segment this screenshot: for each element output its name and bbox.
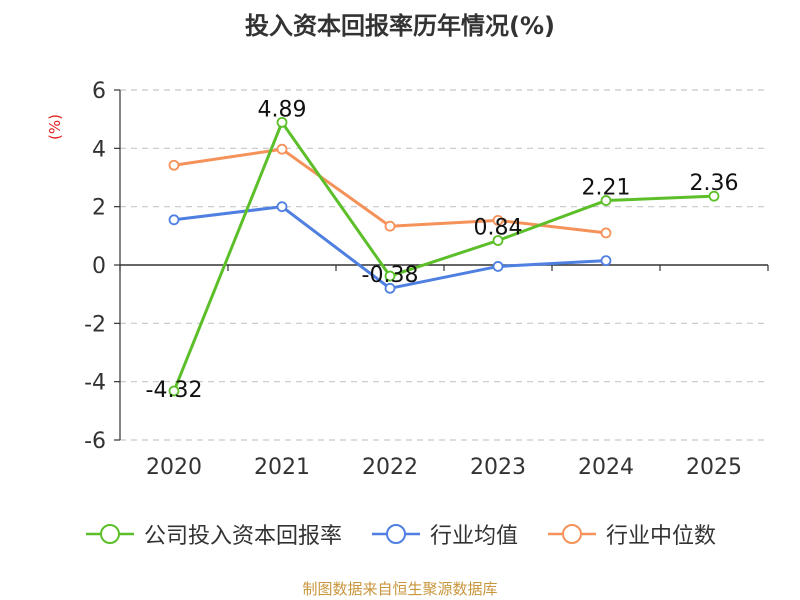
gridlines xyxy=(120,89,768,441)
legend-label: 行业中位数 xyxy=(606,524,717,549)
data-point[interactable] xyxy=(384,282,396,294)
y-axis-unit: (%) xyxy=(46,114,64,140)
x-tick-label: 2021 xyxy=(254,455,310,480)
data-label: -4.32 xyxy=(146,378,203,403)
chart-title: 投入资本回报率历年情况(%) xyxy=(245,12,555,40)
x-tick-label: 2020 xyxy=(146,455,202,480)
x-tick-label: 2022 xyxy=(362,455,418,480)
data-label: 2.36 xyxy=(690,171,739,196)
data-point[interactable] xyxy=(276,143,288,155)
legend-line-icon xyxy=(548,524,596,544)
data-point[interactable] xyxy=(384,270,396,282)
data-point[interactable] xyxy=(276,201,288,213)
x-tick-label: 2025 xyxy=(686,455,742,480)
y-tick-label: -6 xyxy=(84,429,106,454)
legend-item-company[interactable]: 公司投入资本回报率 xyxy=(84,518,342,550)
x-tick-label: 2024 xyxy=(578,455,634,480)
y-tick-label: -4 xyxy=(84,371,106,396)
data-point[interactable] xyxy=(708,190,720,202)
y-tick-label: 2 xyxy=(92,196,106,221)
series-lines xyxy=(168,116,720,397)
data-point[interactable] xyxy=(600,195,612,206)
legend-label: 公司投入资本回报率 xyxy=(143,524,342,549)
legend: 公司投入资本回报率 行业均值 行业中位数 xyxy=(0,518,800,550)
data-point[interactable] xyxy=(276,116,288,128)
data-label: -0.38 xyxy=(362,263,419,288)
data-point[interactable] xyxy=(492,214,504,226)
data-point[interactable] xyxy=(492,261,504,272)
data-label: 2.21 xyxy=(582,176,631,201)
data-labels: -4.32 4.89 -0.38 0.84 2.21 2.36 xyxy=(146,97,739,403)
series-line-2 xyxy=(173,147,607,235)
legend-item-industry-median[interactable]: 行业中位数 xyxy=(546,518,716,550)
y-tick-label: 4 xyxy=(92,137,106,162)
data-point[interactable] xyxy=(168,159,180,171)
source-note: 制图数据来自恒生聚源数据库 xyxy=(302,580,498,598)
data-point[interactable] xyxy=(168,214,180,226)
legend-label: 行业均值 xyxy=(429,524,518,549)
data-point[interactable] xyxy=(600,255,612,267)
legend-line-icon xyxy=(85,524,134,544)
y-tick-label: 0 xyxy=(92,254,106,279)
data-point[interactable] xyxy=(492,235,504,246)
data-point[interactable] xyxy=(600,227,612,239)
data-point[interactable] xyxy=(168,385,180,397)
data-label: 4.89 xyxy=(258,97,307,122)
data-point[interactable] xyxy=(384,220,396,232)
x-tick-label: 2023 xyxy=(470,455,526,480)
axes: 6 4 2 0 -2 -4 -6 2020 2021 2022 2023 2024 2025 xyxy=(84,79,769,480)
legend-item-industry-mean[interactable]: 行业均值 xyxy=(370,518,518,550)
legend-line-icon xyxy=(371,524,420,544)
y-tick-label: -2 xyxy=(84,312,106,337)
data-label: 0.84 xyxy=(474,216,523,241)
series-line-0 xyxy=(172,120,715,392)
y-tick-label: 6 xyxy=(92,79,106,104)
